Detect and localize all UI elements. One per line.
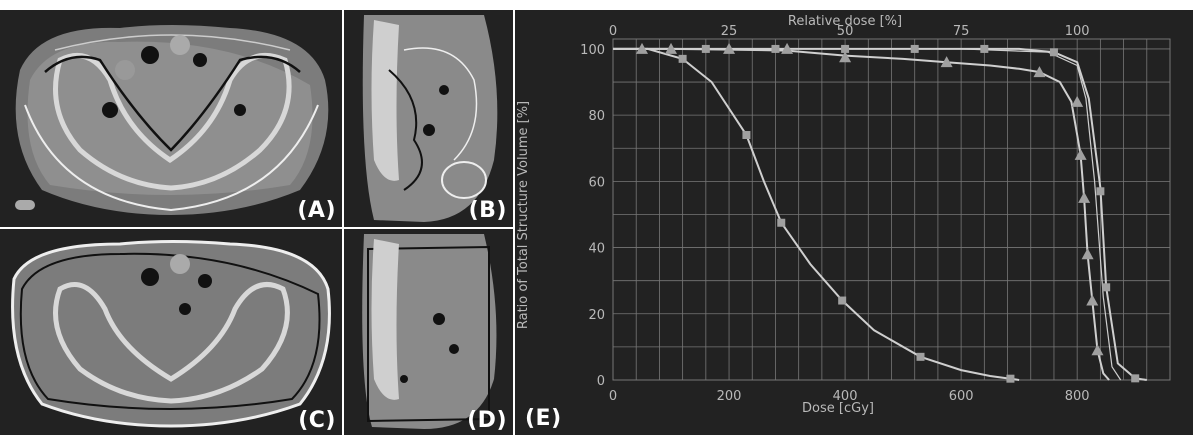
- square-marker: [916, 352, 925, 361]
- triangle-marker: [665, 42, 678, 54]
- square-marker: [1006, 374, 1015, 383]
- square-marker: [777, 218, 786, 227]
- x-tick-label: 400: [833, 389, 858, 404]
- square-marker: [838, 296, 847, 305]
- y-tick-label: 80: [588, 109, 605, 124]
- triangle-marker: [1071, 95, 1084, 107]
- panel-label-b: (B): [468, 198, 507, 223]
- top-tick-label: 100: [1065, 24, 1090, 39]
- triangle-marker: [1086, 294, 1099, 306]
- sagittal-ct-image-d: [344, 229, 513, 435]
- square-marker: [701, 44, 710, 53]
- top-tick-label: 25: [721, 24, 738, 39]
- triangle-marker: [839, 51, 852, 63]
- chart-axes: 0 200 400 600 800 0 20 40 60 80 100 0 25 50 75 100: [580, 24, 1089, 404]
- y-axis-label: Ratio of Total Structure Volume [%]: [516, 101, 531, 329]
- triangle-marker: [723, 42, 736, 54]
- dvh-chart-panel-e: 0 200 400 600 800 0 20 40 60 80 100 0 25 50 75 100 Dose…: [515, 10, 1193, 435]
- square-marker: [1096, 187, 1105, 196]
- triangle-marker: [1081, 248, 1094, 260]
- triangle-marker: [1078, 191, 1091, 203]
- top-tick-label: 75: [953, 24, 970, 39]
- top-axis-label: Relative dose [%]: [788, 14, 902, 29]
- square-marker: [1102, 283, 1111, 292]
- x-axis-label: Dose [cGy]: [802, 401, 874, 416]
- panel-label-c: (C): [298, 408, 336, 433]
- axial-ct-image-a: [0, 10, 342, 227]
- x-tick-label: 200: [717, 389, 742, 404]
- axial-ct-panel-a: (A): [0, 10, 342, 227]
- y-tick-label: 0: [597, 374, 605, 389]
- axial-ct-panel-c: (C): [0, 229, 342, 435]
- panel-label-e: (E): [525, 406, 562, 431]
- sagittal-ct-panel-d: (D): [344, 229, 513, 435]
- square-marker: [1131, 374, 1140, 383]
- axial-ct-image-c: [0, 229, 342, 435]
- square-marker: [678, 54, 687, 63]
- y-tick-label: 20: [588, 308, 605, 323]
- dvh-curve-1: [613, 47, 1020, 381]
- x-tick-label: 0: [609, 389, 617, 404]
- chart-markers: [636, 42, 1140, 383]
- x-tick-label: 800: [1065, 389, 1090, 404]
- triangle-marker: [636, 42, 649, 54]
- x-tick-label: 600: [949, 389, 974, 404]
- square-marker: [841, 44, 850, 53]
- square-marker: [980, 44, 989, 53]
- sagittal-ct-image-b: [344, 10, 513, 227]
- y-tick-label: 60: [588, 175, 605, 190]
- top-tick-label: 0: [609, 24, 617, 39]
- panel-label-a: (A): [297, 198, 336, 223]
- panel-label-d: (D): [467, 408, 507, 433]
- triangle-marker: [1091, 344, 1104, 356]
- triangle-marker: [1033, 66, 1046, 78]
- dvh-curve-4: [613, 48, 1122, 381]
- square-marker: [771, 44, 780, 53]
- y-tick-label: 40: [588, 242, 605, 257]
- triangle-marker: [1074, 148, 1087, 160]
- dvh-chart: 0 200 400 600 800 0 20 40 60 80 100 0 25 50 75 100 Dose…: [516, 14, 1171, 416]
- triangle-marker: [940, 56, 953, 68]
- y-tick-label: 100: [580, 43, 605, 58]
- top-tick-label: 50: [837, 24, 854, 39]
- triangle-marker: [781, 42, 794, 54]
- sagittal-ct-panel-b: (B): [344, 10, 513, 227]
- square-marker: [1049, 48, 1058, 57]
- square-marker: [910, 44, 919, 53]
- square-marker: [742, 131, 751, 140]
